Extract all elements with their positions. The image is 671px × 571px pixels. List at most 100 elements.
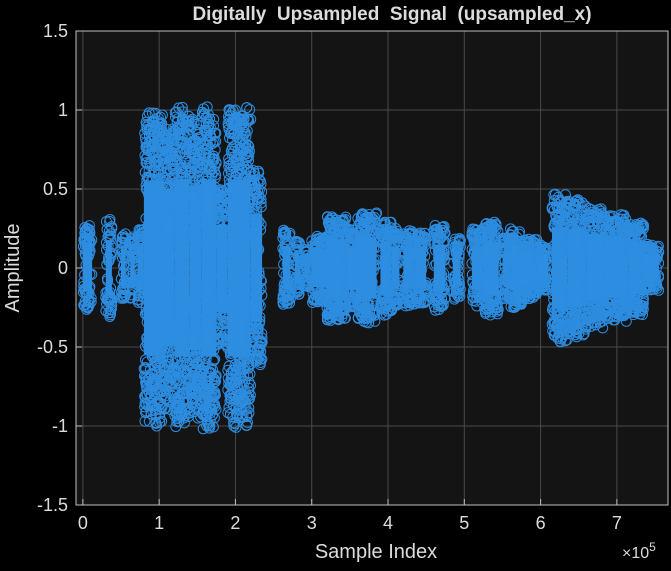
data-burst-core — [311, 248, 327, 288]
data-point — [184, 137, 196, 149]
data-point — [629, 306, 641, 318]
data-burst-core — [174, 179, 190, 357]
data-point — [189, 351, 201, 363]
data-point — [240, 130, 252, 142]
data-point — [412, 291, 424, 303]
data-point — [223, 160, 235, 172]
data-point — [211, 323, 223, 335]
data-point — [362, 211, 374, 223]
data-burst-core — [605, 238, 629, 298]
data-point — [142, 110, 153, 122]
data-point — [505, 301, 517, 313]
data-point — [199, 360, 211, 372]
data-point — [414, 230, 426, 242]
data-point — [356, 311, 368, 323]
data-point — [567, 208, 579, 220]
data-point — [354, 300, 365, 312]
data-markers — [77, 101, 665, 435]
x-tick-label: 2 — [230, 513, 240, 533]
data-point — [104, 214, 116, 225]
data-point — [204, 136, 216, 148]
data-point — [377, 303, 389, 315]
data-point — [125, 236, 137, 248]
data-point — [236, 396, 248, 408]
data-point — [227, 134, 238, 146]
y-tick-label: -1 — [52, 416, 68, 436]
data-point — [184, 123, 196, 135]
data-burst-core — [502, 250, 511, 286]
data-point — [359, 304, 371, 316]
data-point — [209, 371, 221, 383]
y-tick-label: 1.5 — [43, 21, 68, 41]
data-point — [147, 375, 159, 387]
data-point — [196, 159, 208, 171]
data-point — [449, 233, 461, 245]
data-point — [551, 211, 563, 223]
data-point — [551, 311, 563, 323]
x-exponent-power: 5 — [649, 540, 656, 554]
data-point — [140, 116, 152, 128]
data-point — [170, 111, 181, 123]
data-point — [202, 389, 214, 401]
x-exponent-base: ×10 — [622, 545, 649, 562]
y-ticks: -1.5-1-0.500.511.5 — [37, 21, 82, 515]
data-burst-core — [391, 246, 400, 290]
data-point — [209, 376, 221, 388]
data-point — [157, 172, 169, 184]
data-point — [637, 295, 649, 307]
data-point — [484, 302, 496, 314]
data-point — [208, 136, 220, 148]
data-point — [228, 420, 240, 432]
data-point — [146, 147, 158, 159]
data-point — [169, 107, 181, 119]
data-point — [567, 212, 579, 224]
data-point — [227, 123, 239, 135]
data-point — [347, 224, 359, 236]
data-point — [568, 199, 580, 211]
data-point — [244, 145, 255, 157]
data-point — [215, 201, 227, 213]
data-burst-core — [82, 244, 93, 292]
data-point — [250, 322, 262, 334]
data-point — [605, 219, 617, 230]
data-point — [81, 229, 93, 241]
data-point — [336, 216, 348, 228]
data-point — [256, 353, 268, 365]
data-point — [517, 289, 529, 301]
data-point — [255, 193, 267, 205]
data-point — [189, 366, 201, 378]
data-point — [199, 125, 211, 137]
data-point — [492, 225, 504, 237]
data-point — [160, 157, 172, 169]
data-burst-core — [282, 246, 291, 290]
data-point — [379, 216, 391, 228]
data-point — [637, 309, 648, 321]
data-point — [604, 304, 616, 316]
data-point — [245, 358, 257, 370]
data-point — [522, 293, 534, 304]
data-point — [78, 299, 90, 311]
data-burst-core — [137, 246, 144, 290]
data-burst-core — [452, 250, 461, 286]
data-point — [240, 143, 252, 155]
data-point — [307, 297, 319, 308]
data-point — [552, 191, 564, 203]
data-point — [118, 292, 130, 303]
data-point — [253, 174, 265, 186]
data-point — [162, 387, 174, 398]
data-point — [172, 362, 184, 374]
data-point — [152, 116, 164, 127]
data-point — [277, 296, 289, 308]
data-burst-core — [403, 247, 415, 289]
data-point — [158, 176, 170, 188]
data-point — [241, 161, 253, 173]
data-burst-core — [294, 252, 300, 284]
data-burst-core — [536, 255, 549, 282]
data-burst-core — [346, 246, 358, 290]
data-point — [140, 141, 152, 153]
data-point — [240, 386, 252, 398]
data-point — [105, 304, 117, 316]
data-point — [139, 397, 151, 409]
data-point — [141, 157, 153, 168]
data-point — [564, 198, 576, 210]
